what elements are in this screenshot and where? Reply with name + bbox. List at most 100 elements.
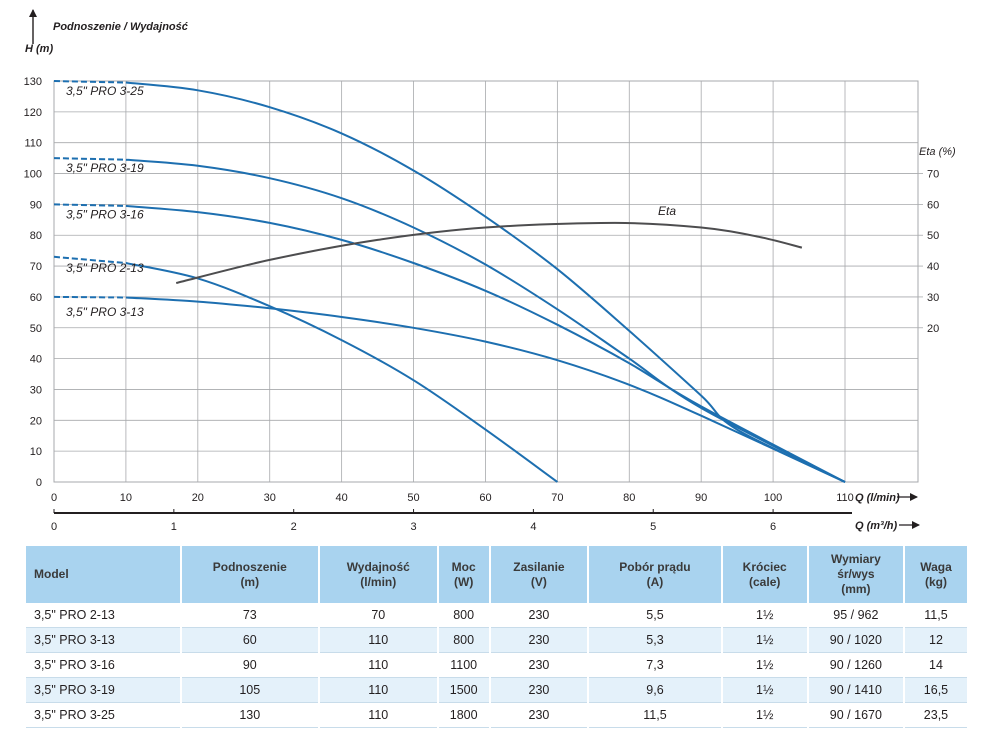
- x2-tick-label: 3: [410, 521, 416, 533]
- column-header-text: Model: [34, 567, 69, 581]
- x2-tick-label: 5: [650, 521, 656, 533]
- x-tick-label: 70: [551, 492, 563, 504]
- column-header: Pobór prądu (A): [587, 546, 722, 603]
- column-header-text: (cale): [749, 574, 781, 589]
- y2-tick-label: 30: [927, 292, 939, 304]
- series-label-3-5-pro-3-16: 3,5" PRO 3-16: [66, 207, 144, 221]
- table-row: 3,5" PRO 3-16 90 110 1100 230 7,3 1½ 90 / 1260 1…: [26, 652, 967, 678]
- table-cell: 3,5" PRO 3-16: [26, 652, 181, 678]
- y-tick-label: 120: [24, 107, 42, 119]
- series-labels: 3,5" PRO 3-25 3,5" PRO 3-19 3,5" PRO 3-16 3…: [66, 84, 676, 319]
- y-tick-label: 100: [24, 169, 42, 181]
- table-cell: 800: [436, 627, 490, 653]
- table-cell: 130: [179, 702, 319, 728]
- table-row: 3,5" PRO 3-25 130 110 1800 230 11,5 1½ 90 / 167…: [26, 702, 967, 728]
- table-cell: 1800: [436, 702, 490, 728]
- column-header: Wydajność (l/min): [317, 546, 438, 603]
- series-label-eta: Eta: [658, 204, 676, 218]
- table-cell: 90 / 1020: [806, 627, 904, 653]
- table-cell: 73: [179, 603, 319, 628]
- y-tick-label: 40: [30, 354, 42, 366]
- table-cell: 11,5: [587, 702, 722, 728]
- y-tick-label: 70: [30, 261, 42, 273]
- column-header-text: Moc: [451, 559, 476, 574]
- table-cell: 3,5" PRO 3-13: [26, 627, 181, 653]
- x-tick-label: 40: [336, 492, 348, 504]
- x-tick-label: 110: [836, 492, 854, 504]
- table-cell: 3,5" PRO 3-25: [26, 702, 181, 728]
- x-tick-label: 20: [192, 492, 204, 504]
- chart-grid: [53, 80, 923, 513]
- y-tick-label: 60: [30, 292, 42, 304]
- x2-axis-label: Q (m³/h): [855, 520, 897, 532]
- table-cell: 3,5" PRO 2-13: [26, 603, 181, 628]
- table-cell: 105: [179, 677, 319, 703]
- specs-body: 3,5" PRO 2-13 73 70 800 230 5,5 1½ 95 / 962 11,5…: [26, 603, 967, 728]
- specs-table: Model Podnoszenie (m) Wydajność (l/min) Moc (W…: [26, 546, 967, 728]
- column-header-text: śr/wys: [837, 567, 875, 581]
- table-cell: 90 / 1260: [806, 652, 904, 678]
- column-header: Wymiary śr/wys (mm): [806, 546, 904, 603]
- table-cell: 5,3: [587, 627, 722, 653]
- curve-3-5-pro-3-16-dashed: [53, 203, 126, 207]
- column-header-text: (kg): [924, 574, 947, 589]
- column-header: Waga (kg): [902, 546, 967, 603]
- pump-performance-chart: Podnoszenie / Wydajność H (m) Eta (%) Q …: [24, 9, 956, 533]
- curves: [53, 80, 846, 483]
- column-header-text: Wymiary: [830, 552, 881, 566]
- table-cell: 11,5: [902, 603, 967, 628]
- y-axis-top-label: Podnoszenie / Wydajność: [53, 21, 189, 33]
- table-cell: 1½: [720, 627, 808, 653]
- table-cell: 12: [902, 627, 967, 653]
- x2-tick-label: 4: [530, 521, 536, 533]
- x-tick-label: 30: [264, 492, 276, 504]
- table-cell: 230: [488, 677, 589, 703]
- y-tick-label: 10: [30, 446, 42, 458]
- table-cell: 1½: [720, 652, 808, 678]
- table-cell: 230: [488, 652, 589, 678]
- table-cell: 1500: [436, 677, 490, 703]
- series-label-3-5-pro-2-13: 3,5" PRO 2-13: [66, 261, 144, 275]
- table-cell: 1100: [436, 652, 490, 678]
- y-tick-label: 30: [30, 384, 42, 396]
- table-cell: 1½: [720, 603, 808, 628]
- y2-tick-label: 20: [927, 323, 939, 335]
- y2-tick-label: 50: [927, 230, 939, 242]
- x-tick-label: 80: [623, 492, 635, 504]
- y-tick-label: 130: [24, 76, 42, 88]
- series-label-3-5-pro-3-19: 3,5" PRO 3-19: [66, 161, 144, 175]
- table-cell: 23,5: [902, 702, 967, 728]
- curve-3-5-pro-3-25-dashed: [53, 80, 126, 84]
- x2-tick-label: 1: [171, 521, 177, 533]
- table-cell: 70: [317, 603, 438, 628]
- x-axis-label: Q (l/min): [855, 492, 900, 504]
- table-cell: 16,5: [902, 677, 967, 703]
- series-label-3-5-pro-3-25: 3,5" PRO 3-25: [66, 84, 144, 98]
- column-header: Podnoszenie (m): [179, 546, 319, 603]
- column-header-text: (mm): [841, 582, 871, 596]
- column-header: Moc (W): [436, 546, 490, 603]
- column-header-text: Waga: [920, 559, 952, 574]
- column-header-text: (V): [530, 574, 547, 589]
- x-tick-label: 0: [51, 492, 57, 504]
- table-row: 3,5" PRO 3-13 60 110 800 230 5,3 1½ 90 / 1020 12: [26, 627, 967, 653]
- table-cell: 1½: [720, 677, 808, 703]
- curve-3-5-pro-3-13: [125, 296, 846, 483]
- curve-3-5-pro-2-13-dashed: [53, 255, 126, 264]
- column-header: Model: [26, 546, 181, 603]
- table-cell: 230: [488, 627, 589, 653]
- column-header-text: (m): [240, 574, 260, 589]
- x-tick-label: 10: [120, 492, 132, 504]
- table-cell: 95 / 962: [806, 603, 904, 628]
- table-cell: 110: [317, 652, 438, 678]
- y-tick-label: 50: [30, 323, 42, 335]
- y2-axis-label: Eta (%): [919, 146, 956, 158]
- table-cell: 110: [317, 677, 438, 703]
- series-label-3-5-pro-3-13: 3,5" PRO 3-13: [66, 305, 144, 319]
- column-header-text: (W): [454, 574, 474, 589]
- x2-tick-label: 6: [770, 521, 776, 533]
- table-cell: 90 / 1670: [806, 702, 904, 728]
- column-header-text: Podnoszenie: [212, 559, 287, 574]
- table-cell: 90: [179, 652, 319, 678]
